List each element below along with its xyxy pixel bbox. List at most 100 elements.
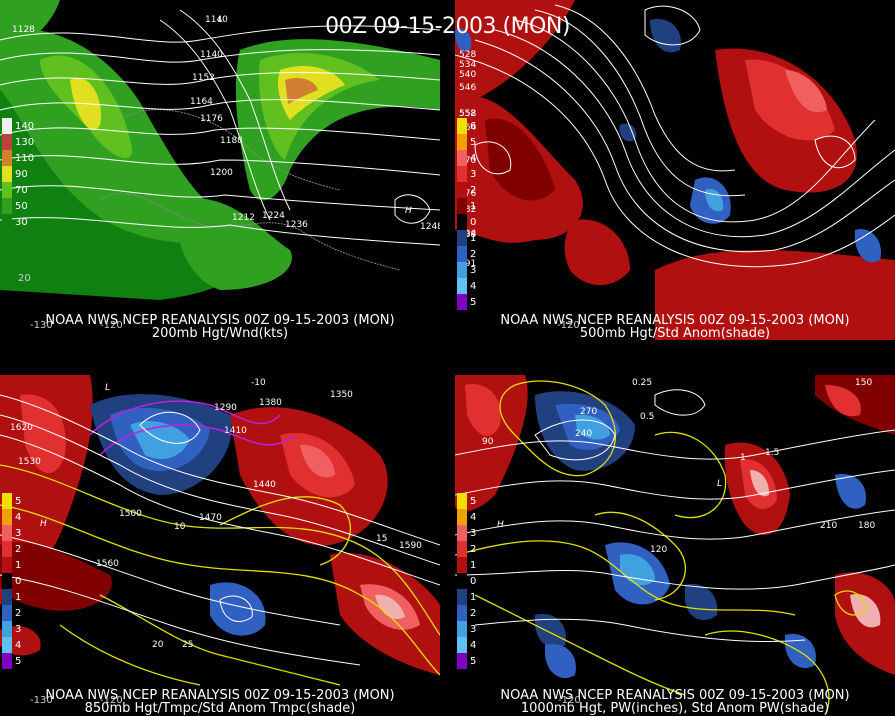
caption-line1: NOAA NWS NCEP REANALYSIS 00Z 09-15-2003 … [45, 688, 395, 703]
legend-swatch [457, 294, 467, 310]
contour-label: 1560 [96, 559, 119, 569]
contour-label: 1620 [10, 423, 33, 433]
legend-850mb: 5 4 3 2 1 0 1 2 3 4 5 [2, 493, 21, 669]
legend-swatch [457, 493, 467, 509]
legend-label: 4 [470, 511, 477, 523]
longitude-label: -130 [30, 695, 53, 706]
contour-label: 576 [459, 189, 476, 199]
longitude-label: -130 [30, 320, 53, 331]
contour-label: 540 [459, 70, 476, 80]
legend-entry: 5 [457, 294, 476, 310]
legend-label: 2 [470, 248, 477, 260]
legend-swatch [457, 589, 467, 605]
contour-label: 1140 [200, 50, 223, 60]
legend-entry: 50 [2, 198, 34, 214]
legend-swatch [457, 230, 467, 246]
legend-swatch [457, 605, 467, 621]
legend-entry: 90 [2, 166, 34, 182]
legend-label: 3 [470, 264, 477, 276]
caption-line1: NOAA NWS NCEP REANALYSIS 00Z 09-15-2003 … [500, 688, 850, 703]
contour-label: H [497, 520, 504, 530]
legend-entry: 110 [2, 150, 34, 166]
caption-line2: 500mb Hgt/Std Anom(shade) [579, 326, 771, 340]
contour-label: -10 [251, 378, 266, 388]
longitude-label: -120 [100, 320, 123, 331]
legend-swatch [2, 150, 12, 166]
contour-label: 1212 [232, 213, 255, 223]
contour-label: L [717, 479, 722, 489]
contour-label: 1188 [220, 136, 243, 146]
legend-swatch [457, 118, 467, 134]
legend-entry: 2 [2, 605, 21, 621]
contour-label: 1 [740, 453, 746, 463]
contour-label: 534 [459, 60, 476, 70]
legend-entry: 2 [2, 541, 21, 557]
legend-swatch [2, 525, 12, 541]
legend-entry: 2 [457, 541, 476, 557]
legend-label: 0 [470, 216, 477, 228]
legend-entry: 3 [2, 621, 21, 637]
contour-label: 150 [855, 378, 872, 388]
legend-swatch [2, 166, 12, 182]
legend-swatch [457, 262, 467, 278]
legend-entry: 2 [457, 246, 476, 262]
legend-entry: 2 [457, 605, 476, 621]
legend-label: 1 [15, 591, 22, 603]
contour-label: 546 [459, 83, 476, 93]
contour-label: 1248 [420, 222, 440, 232]
longitude-label: -120 [558, 695, 581, 706]
legend-label: 1 [470, 200, 477, 212]
legend-label: 5 [470, 136, 477, 148]
legend-swatch [457, 637, 467, 653]
contour-label: 120 [650, 545, 667, 555]
contour-label: 90 [482, 437, 494, 447]
legend-entry: 6 [457, 118, 476, 134]
contour-label: 594 [459, 229, 476, 239]
contour-label: 1224 [262, 211, 285, 221]
legend-swatch [2, 134, 12, 150]
contour-label: 1530 [18, 457, 41, 467]
legend-swatch [457, 621, 467, 637]
legend-entry: 3 [457, 621, 476, 637]
legend-swatch [457, 182, 467, 198]
legend-swatch [457, 573, 467, 589]
legend-entry: 4 [457, 278, 476, 294]
contour-label: 180 [858, 521, 875, 531]
legend-entry: 0 [2, 573, 21, 589]
legend-label: 6 [470, 120, 477, 132]
legend-swatch [2, 182, 12, 198]
legend-swatch [2, 637, 12, 653]
longitude-label: -120 [557, 320, 580, 331]
legend-label: 1 [470, 591, 477, 603]
legend-swatch [2, 557, 12, 573]
legend-label: 50 [15, 200, 28, 212]
legend-swatch [2, 198, 12, 214]
legend-swatch [2, 118, 12, 134]
legend-swatch [457, 557, 467, 573]
map-500mb: 558564570576582588594552546540534528591H… [455, 0, 895, 340]
legend-swatch [2, 653, 12, 669]
contour-label: 0.25 [632, 378, 652, 388]
contour-label: 552 [459, 109, 476, 119]
legend-label: 2 [15, 543, 22, 555]
legend-swatch [457, 150, 467, 166]
contour-label: 582 [459, 205, 476, 215]
legend-swatch [457, 525, 467, 541]
legend-label: 5 [470, 296, 477, 308]
legend-entry: 1 [457, 198, 476, 214]
legend-swatch [2, 493, 12, 509]
contour-label: L [105, 383, 110, 393]
contour-label: 20 [152, 640, 164, 650]
contour-label: 1440 [253, 480, 276, 490]
caption-line1: NOAA NWS NCEP REANALYSIS 00Z 09-15-2003 … [500, 313, 850, 328]
contour-label: 1236 [285, 220, 308, 230]
legend-label: 70 [15, 184, 28, 196]
legend-entry: 3 [457, 525, 476, 541]
contour-label: 10 [174, 522, 186, 532]
legend-label: 1 [15, 559, 22, 571]
legend-label: 5 [15, 495, 22, 507]
legend-swatch [457, 278, 467, 294]
